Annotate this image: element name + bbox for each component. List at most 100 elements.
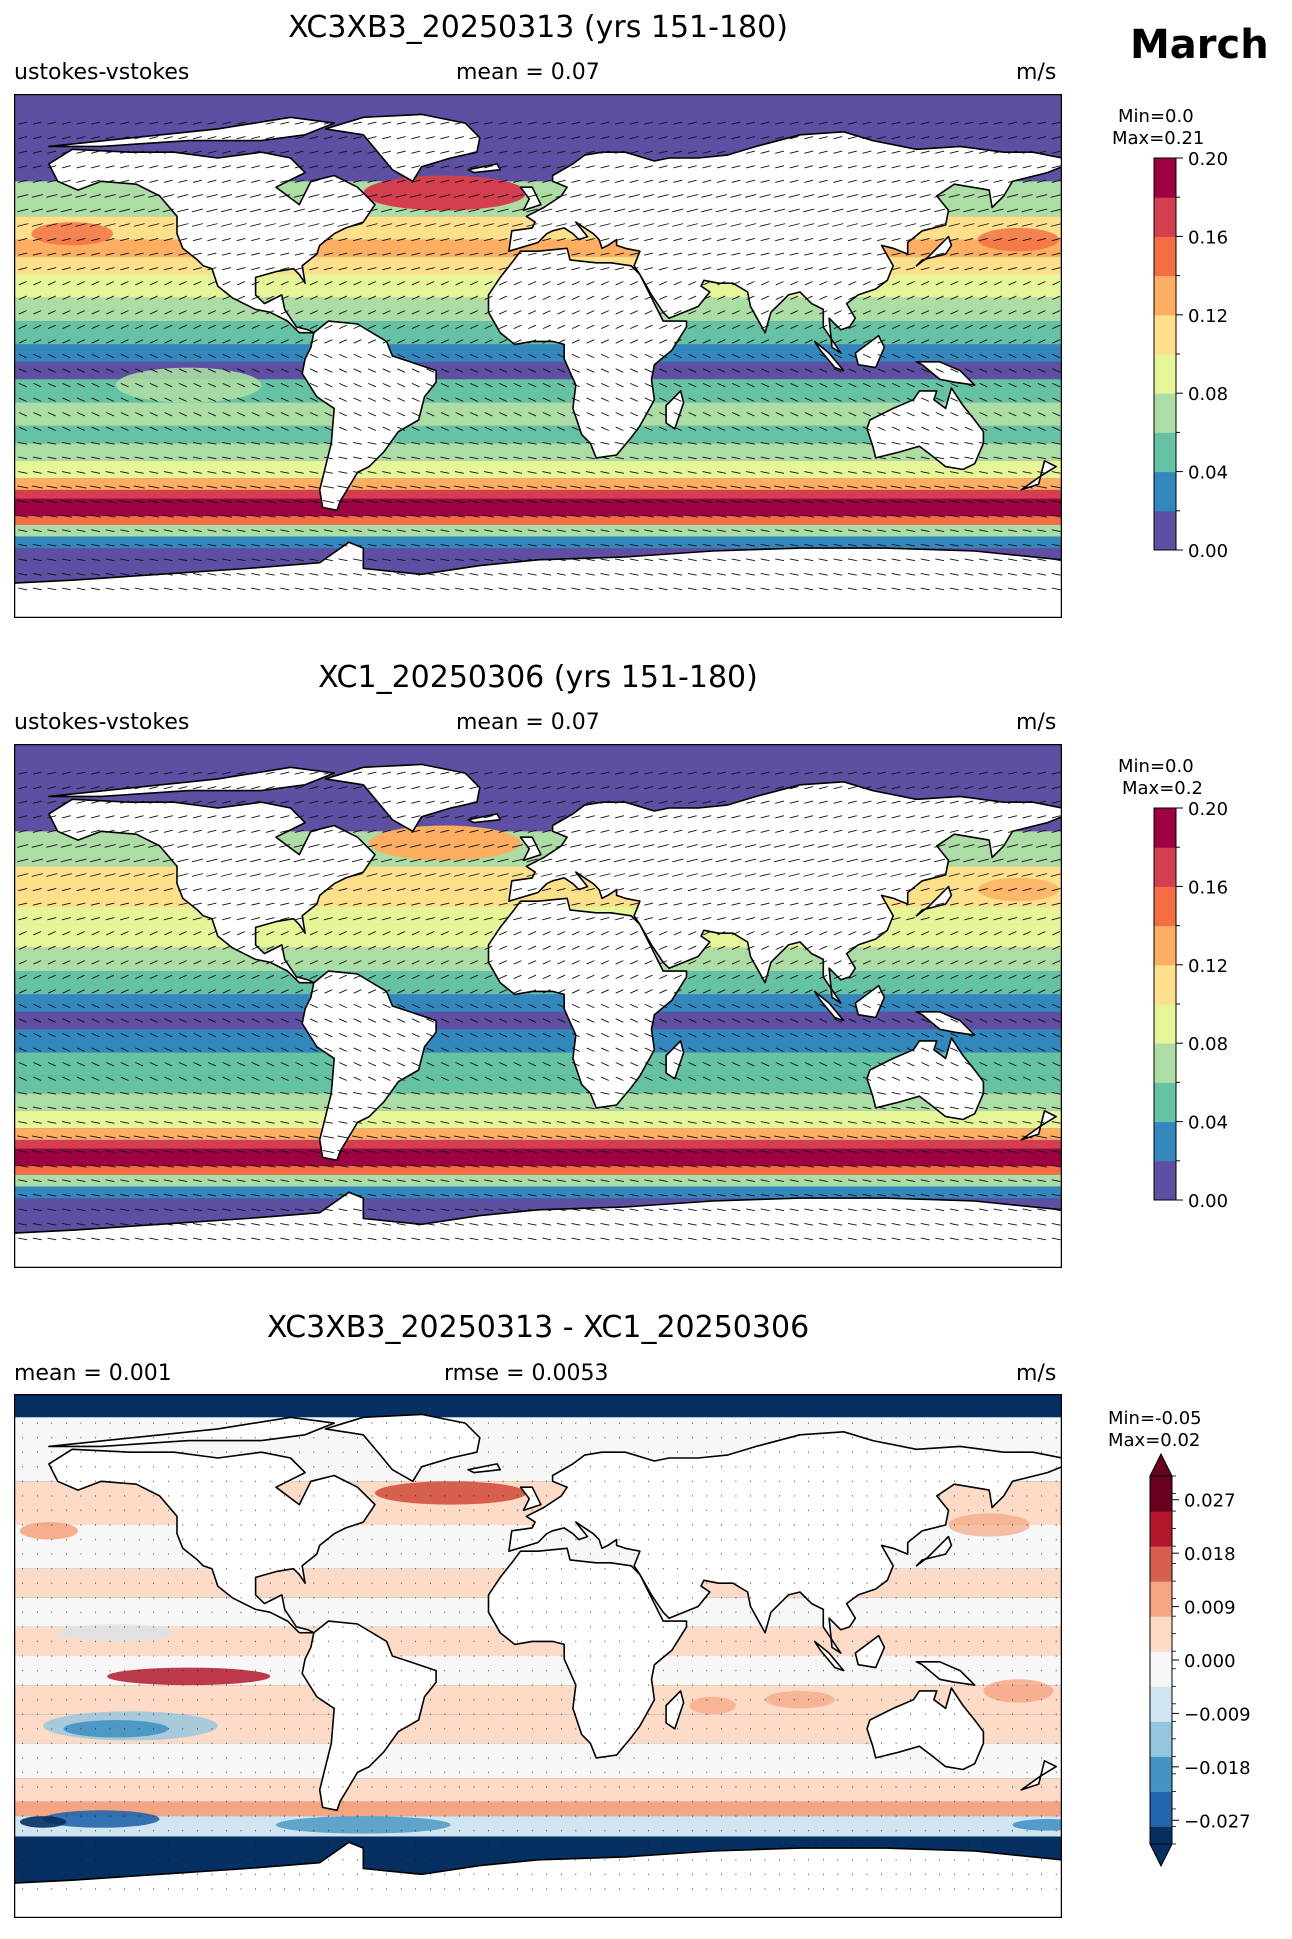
wind-arrow [47,339,56,344]
wind-arrow [819,974,828,980]
wind-arrow [599,485,611,489]
wind-arrow [191,485,203,489]
wind-arrow [585,252,595,256]
wind-arrow [61,471,71,474]
wind-arrow [222,1076,231,1081]
wind-arrow [746,382,755,388]
landmass-11 [854,984,886,1019]
wind-arrow [775,165,785,169]
wind-arrow [892,324,901,330]
wind-arrow [846,500,858,504]
wind-arrow [236,529,246,532]
wind-arrow [91,252,101,256]
wind-arrow [935,238,945,242]
wind-arrow [76,252,86,256]
wind-arrow [600,1032,609,1038]
wind-arrow [804,771,814,775]
wind-arrow [222,558,231,562]
wind-arrow [411,815,421,819]
wind-arrow [207,1223,217,1226]
wind-arrow [513,1193,523,1197]
colorbar-segment-8 [1154,847,1176,887]
wind-arrow [761,974,770,980]
wind-arrow [1037,529,1047,532]
wind-arrow [600,1003,609,1009]
wind-arrow [382,442,392,445]
wind-arrow [367,1223,377,1226]
field-band-18 [14,1166,1062,1175]
wind-arrow [192,1121,202,1124]
wind-arrow [382,1032,391,1038]
wind-arrow [251,1032,260,1038]
wind-arrow [440,1208,450,1212]
wind-arrow [294,917,304,921]
wind-arrow [382,1092,392,1095]
wind-arrow [716,471,726,474]
wind-arrow [149,339,158,344]
field-band-11 [14,1801,1062,1817]
wind-arrow [877,1193,886,1197]
wind-arrow [557,382,566,388]
wind-arrow [382,165,392,169]
wind-arrow [571,150,581,154]
wind-arrow [862,529,872,532]
wind-arrow [599,858,611,863]
wind-arrow [149,960,158,965]
wind-arrow [1008,1121,1017,1124]
wind-arrow [178,339,187,344]
wind-arrow [120,442,130,445]
wind-arrow [1008,800,1018,804]
wind-arrow [906,471,916,474]
wind-arrow [513,960,522,965]
wind-arrow [280,815,290,819]
wind-arrow [819,1062,828,1067]
wind-arrow [1008,397,1017,402]
wind-arrow [527,252,537,256]
wind-arrow [207,442,217,445]
wind-arrow [1037,771,1047,775]
wind-arrow [585,800,595,804]
wind-arrow [32,786,42,790]
wind-arrow [193,368,202,373]
wind-arrow [746,771,756,775]
wind-arrow [251,1047,260,1052]
wind-arrow [192,267,202,271]
wind-arrow [1051,815,1061,819]
wind-arrow [513,456,523,460]
wind-arrow [193,1018,202,1023]
wind-arrow [935,945,944,950]
wind-arrow [280,1237,290,1241]
wind-arrow [716,1106,726,1110]
wind-arrow [468,500,480,504]
wind-arrow [702,529,712,532]
wind-arrow [75,873,87,877]
wind-arrow [353,815,363,819]
wind-arrow [892,368,901,373]
wind-arrow [615,252,625,256]
wind-arrow [790,426,799,431]
wind-arrow [323,442,333,445]
wind-arrow [91,136,101,140]
wind-arrow [600,324,609,330]
wind-arrow [1021,844,1033,848]
wind-arrow [294,558,304,562]
wind-arrow [615,281,624,286]
wind-arrow [1037,1208,1047,1212]
wind-arrow [454,442,464,445]
wind-arrow [761,989,770,994]
wind-arrow [18,974,27,980]
wind-arrow [367,902,377,906]
wind-arrow [162,1164,174,1168]
wind-arrow [207,252,217,256]
wind-arrow [746,917,756,921]
wind-arrow [337,500,349,504]
wind-arrow [716,815,726,819]
wind-arrow [265,558,275,562]
wind-arrow [293,514,305,518]
wind-arrow [847,1237,857,1241]
wind-arrow [265,1092,275,1095]
wind-arrow [32,165,42,169]
wind-arrow [993,917,1003,921]
wind-arrow [730,514,742,518]
landmass-12 [519,1486,542,1512]
